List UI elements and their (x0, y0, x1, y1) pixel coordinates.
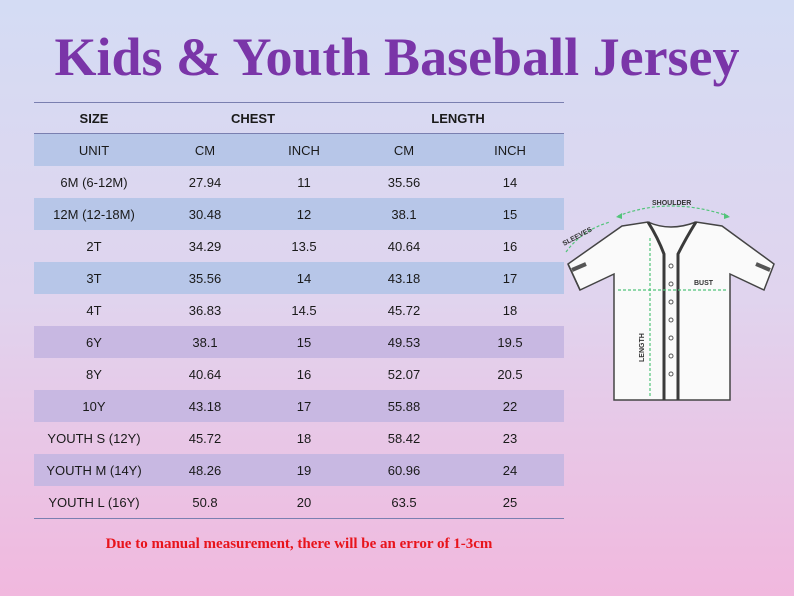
sleeves-label: SLEEVES (562, 226, 594, 247)
unit-cell: CM (154, 133, 256, 166)
measurement-cell: 22 (456, 390, 564, 422)
size-cell: YOUTH L (16Y) (34, 486, 154, 519)
measurement-cell: 58.42 (387, 430, 421, 446)
table-row: 10Y 43.18 17 55.88 22 (34, 390, 564, 422)
shoulder-arrowhead-right (724, 213, 730, 219)
left-sleeve-cuff (567, 263, 581, 291)
measurement-cell: 23 (502, 430, 518, 446)
shoulder-label: SHOULDER (652, 200, 691, 207)
measurement-cell: 16 (296, 366, 312, 382)
measurement-cell: 14 (502, 174, 518, 190)
size-cell: 4T (86, 302, 102, 318)
measurement-cell: 34.29 (188, 238, 222, 254)
measurement-cell: 38.1 (352, 198, 456, 230)
measurement-cell: 17 (456, 262, 564, 294)
measurement-cell: 63.5 (352, 486, 456, 519)
table-row: YOUTH M (14Y) 48.26 19 60.96 24 (34, 454, 564, 486)
size-cell: 10Y (34, 390, 154, 422)
page-title: Kids & Youth Baseball Jersey (54, 27, 740, 87)
table-row: 8Y 40.64 16 52.07 20.5 (34, 358, 564, 390)
measurement-cell: 27.94 (188, 174, 222, 190)
jersey-buttons (668, 263, 674, 377)
size-cell: 6M (6-12M) (60, 174, 128, 190)
shoulder-arrow (617, 205, 729, 217)
unit-cell: UNIT (34, 133, 154, 166)
size-cell: YOUTH S (12Y) (47, 430, 141, 446)
shoulder-arrowhead-left (616, 213, 622, 219)
measurement-cell: 38.1 (154, 326, 256, 358)
measurement-cell: 35.56 (387, 174, 421, 190)
measurement-cell: 19 (256, 454, 352, 486)
table-row: 6M (6-12M) 27.94 11 35.56 14 (34, 166, 564, 198)
measurement-cell: 18 (296, 430, 312, 446)
measurement-cell: 18 (502, 302, 518, 318)
measurement-cell: 14.5 (291, 302, 317, 318)
measurement-cell: 52.07 (387, 366, 421, 382)
measurement-cell: 49.53 (352, 326, 456, 358)
measurement-cell: 13.5 (291, 238, 317, 254)
left-placket-trim (646, 221, 666, 400)
measurement-cell: 40.64 (387, 238, 421, 254)
size-cell: 2T (86, 238, 102, 254)
group-header-row: SIZE CHEST LENGTH (34, 102, 564, 134)
measurement-cell: 16 (502, 238, 518, 254)
measurement-cell: 17 (256, 390, 352, 422)
measurement-cell: 25 (456, 486, 564, 519)
table-row: 6Y 38.1 15 49.53 19.5 (34, 326, 564, 358)
size-cell: YOUTH M (14Y) (34, 454, 154, 486)
unit-cell: INCH (256, 133, 352, 166)
measurement-cell: 11 (297, 174, 311, 190)
header-chest: CHEST (154, 102, 352, 134)
right-sleeve-trim (755, 262, 771, 272)
table-row: 12M (12-18M) 30.48 12 38.1 15 (34, 198, 564, 230)
table-row: YOUTH L (16Y) 50.8 20 63.5 25 (34, 486, 564, 519)
length-label: LENGTH (639, 333, 646, 362)
jersey-measurement-diagram: SHOULDER SLEEVES BUST LENGTH (562, 200, 775, 401)
bust-label: BUST (694, 280, 714, 287)
measurement-cell: 40.64 (188, 366, 222, 382)
measurement-cell: 12 (256, 198, 352, 230)
measurement-cell: 45.72 (387, 302, 421, 318)
right-placket-trim (676, 221, 698, 400)
measurement-cell: 20 (256, 486, 352, 519)
table-row: 2T 34.29 13.5 40.64 16 (34, 230, 564, 262)
measurement-cell: 15 (456, 198, 564, 230)
measurement-cell: 48.26 (154, 454, 256, 486)
measurement-cell: 19.5 (456, 326, 564, 358)
measurement-cell: 20.5 (497, 366, 523, 382)
unit-row: UNIT CM INCH CM INCH (34, 133, 564, 166)
sleeves-arrow (565, 221, 611, 253)
size-cell: 3T (34, 262, 154, 294)
header-length: LENGTH (352, 102, 564, 134)
measurement-cell: 43.18 (352, 262, 456, 294)
measurement-cell: 14 (256, 262, 352, 294)
measurement-cell: 60.96 (352, 454, 456, 486)
size-cell: 8Y (86, 366, 102, 382)
measurement-cell: 55.88 (352, 390, 456, 422)
header-size: SIZE (34, 102, 154, 134)
table-row: YOUTH S (12Y) 45.72 18 58.42 23 (34, 422, 564, 454)
measurement-cell: 15 (256, 326, 352, 358)
size-table-body: UNIT CM INCH CM INCH 6M (6-12M) 27.94 11 35.56 14… (34, 133, 564, 519)
measurement-cell: 35.56 (154, 262, 256, 294)
measurement-cell: 43.18 (154, 390, 256, 422)
left-sleeve-trim (571, 262, 587, 272)
table-row: 3T 35.56 14 43.18 17 (34, 262, 564, 294)
unit-cell: CM (352, 133, 456, 166)
measurement-cell: 30.48 (154, 198, 256, 230)
measurement-cell: 50.8 (154, 486, 256, 519)
size-cell: 12M (12-18M) (34, 198, 154, 230)
unit-cell: INCH (456, 133, 564, 166)
table-row: 4T 36.83 14.5 45.72 18 (34, 294, 564, 326)
measurement-cell: 24 (456, 454, 564, 486)
measurement-note: Due to manual measurement, there will be… (105, 536, 493, 552)
measurement-cell: 45.72 (188, 430, 222, 446)
size-chart-table: SIZE CHEST LENGTH UNIT CM INCH CM INCH 6M (6-… (34, 102, 564, 519)
size-cell: 6Y (34, 326, 154, 358)
measurement-cell: 36.83 (188, 302, 222, 318)
